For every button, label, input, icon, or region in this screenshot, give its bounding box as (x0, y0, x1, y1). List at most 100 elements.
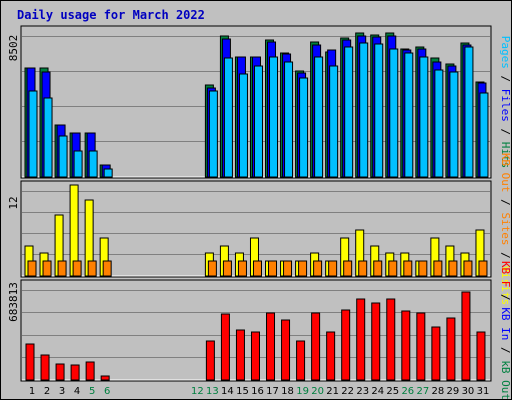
legend-entry-sites: Sites (499, 212, 512, 245)
pages-bar (464, 46, 474, 178)
sites-bar (298, 260, 308, 277)
sites-bar (463, 260, 473, 277)
kbytes-bar (386, 298, 396, 381)
kbytes-bar (356, 298, 366, 381)
kbytes-bar (70, 364, 80, 381)
legend-entry-kb-in: KB In (499, 307, 512, 340)
day-label: 3 (59, 386, 65, 397)
legend-entry-files: Files (499, 89, 512, 122)
day-label: 21 (326, 386, 339, 397)
legend-entry-hits: Hits (499, 142, 512, 169)
sites-bar (57, 260, 67, 277)
chart-title: Daily usage for March 2022 (17, 8, 205, 22)
pages-bar (73, 150, 83, 178)
sites-bar (433, 260, 443, 277)
panel-2-legend: KB Out / Sites / Visits (499, 153, 512, 305)
day-label: 16 (251, 386, 264, 397)
sites-bar (102, 260, 112, 277)
sites-bar (373, 260, 383, 277)
pages-bar (208, 90, 218, 178)
day-label: 4 (74, 386, 80, 397)
day-label: 29 (447, 386, 460, 397)
sites-bar (358, 260, 368, 277)
pages-bar (28, 90, 38, 178)
legend-separator: / (499, 69, 512, 89)
day-label: 2 (44, 386, 50, 397)
day-label: 19 (296, 386, 309, 397)
pages-bar (479, 92, 489, 178)
sites-bar (418, 260, 428, 277)
pages-bar (43, 97, 53, 178)
pages-bar (223, 57, 233, 178)
pages-bar (88, 150, 98, 178)
legend-entry-visits: Visits (499, 265, 512, 305)
pages-bar (58, 135, 68, 178)
kbytes-bar (220, 313, 230, 381)
sites-bar (403, 260, 413, 277)
legend-entry-pages: Pages (499, 36, 512, 69)
kbytes-bar (461, 291, 471, 381)
legend-separator: / (499, 287, 512, 307)
panel-3-ymax-label: 683813 (7, 282, 20, 322)
legend-separator: / (499, 122, 512, 142)
pages-bar (404, 52, 414, 178)
day-label: 13 (206, 386, 219, 397)
day-label: 18 (281, 386, 294, 397)
kbytes-bar (205, 340, 215, 381)
panel-1-legend: Pages / Files / Hits (499, 36, 512, 169)
day-label: 6 (104, 386, 110, 397)
day-label: 23 (356, 386, 369, 397)
sites-bar (237, 260, 247, 277)
pages-bar (238, 73, 248, 178)
kbytes-bar (401, 310, 411, 381)
kbytes-bar (371, 302, 381, 381)
day-label: 30 (462, 386, 475, 397)
day-label: 20 (311, 386, 324, 397)
day-label: 15 (236, 386, 249, 397)
sites-bar (252, 260, 262, 277)
sites-bar (283, 260, 293, 277)
panel-1-ymax-label: 8502 (7, 35, 20, 62)
kbytes-bar (326, 331, 336, 381)
day-label: 22 (341, 386, 354, 397)
pages-bar (449, 71, 459, 178)
day-label: 27 (416, 386, 429, 397)
sites-bar (72, 260, 82, 277)
day-label: 17 (266, 386, 279, 397)
kbytes-bar (100, 375, 110, 381)
legend-separator: / (499, 193, 512, 213)
day-label: 24 (371, 386, 384, 397)
sites-bar (343, 260, 353, 277)
pages-bar (284, 61, 294, 178)
sites-bar (388, 260, 398, 277)
kbytes-bar (235, 329, 245, 381)
day-label: 26 (401, 386, 414, 397)
kbytes-bar (281, 319, 291, 381)
kbytes-bar (40, 354, 50, 381)
kbytes-bar (416, 312, 426, 381)
pages-bar (374, 43, 384, 178)
day-label: 25 (386, 386, 399, 397)
pages-bar (253, 65, 263, 178)
pages-bar (359, 42, 369, 178)
legend-entry-kb-out: KB Out (499, 153, 512, 193)
pages-bar (103, 168, 113, 178)
kbytes-bar (431, 326, 441, 381)
sites-bar (268, 260, 278, 277)
panel-3-legend: KB F / KB In / kB Out (499, 261, 512, 400)
kbytes-bar (266, 312, 276, 381)
kbytes-bar (476, 331, 486, 381)
day-label: 5 (89, 386, 95, 397)
sites-bar (87, 260, 97, 277)
day-label: 14 (221, 386, 234, 397)
legend-entry-kb-out: kB Out (499, 360, 512, 400)
sites-bar (27, 260, 37, 277)
sites-bar (207, 260, 217, 277)
kbytes-bar (85, 361, 95, 381)
sites-bar (42, 260, 52, 277)
pages-bar (419, 56, 429, 178)
kbytes-bar (55, 363, 65, 381)
pages-bar (344, 46, 354, 178)
